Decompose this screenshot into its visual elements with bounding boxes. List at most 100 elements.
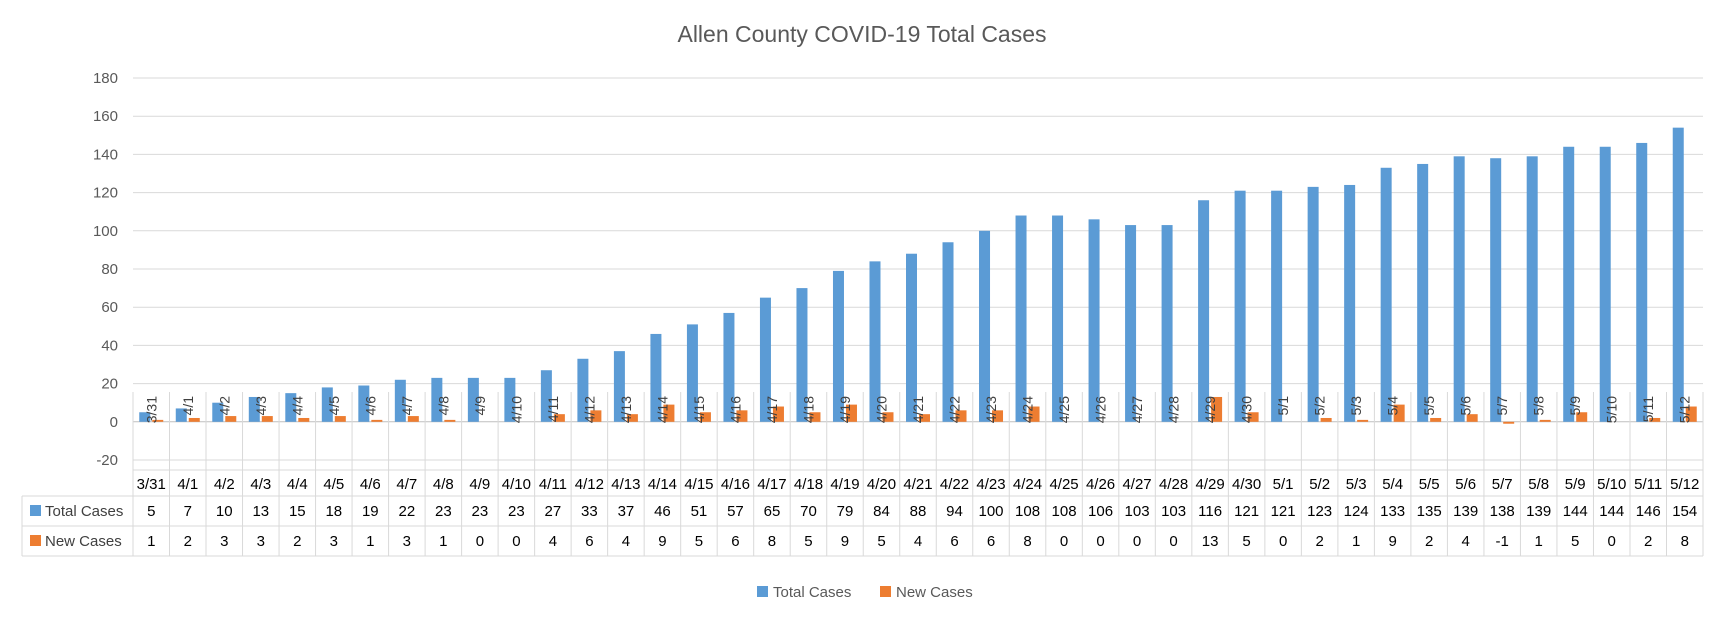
table-header-cell: 4/11 bbox=[539, 476, 567, 493]
table-legend-key bbox=[30, 535, 41, 546]
y-tick-label: 100 bbox=[93, 223, 118, 240]
table-value-cell: 33 bbox=[581, 503, 598, 520]
legend-label: New Cases bbox=[896, 584, 973, 601]
data-table: 3/31 4/1 4/2 4/3 4/4 4/5 4/6 4/7 4/8 4/9 4/10 4/11 4… bbox=[21, 469, 1704, 557]
x-tick-label: 4/7 bbox=[399, 396, 415, 416]
table-header-cell: 5/2 bbox=[1309, 476, 1330, 493]
table-header-cell: 4/28 bbox=[1159, 476, 1188, 493]
table-value-cell: 88 bbox=[910, 503, 927, 520]
table-value-cell: 6 bbox=[987, 533, 995, 550]
x-tick-label: 4/17 bbox=[764, 396, 780, 423]
total-cases-bar bbox=[1453, 156, 1465, 422]
table-value-cell: 5 bbox=[877, 533, 885, 550]
y-tick-label: 120 bbox=[93, 185, 118, 202]
table-value-cell: 8 bbox=[1681, 533, 1689, 550]
x-tick-label: 4/8 bbox=[435, 396, 451, 416]
table-header-cell: 5/10 bbox=[1597, 476, 1626, 493]
table-value-cell: 135 bbox=[1417, 503, 1442, 520]
x-tick-label: 4/24 bbox=[1020, 396, 1036, 423]
table-value-cell: 139 bbox=[1453, 503, 1478, 520]
table-header-cell: 4/7 bbox=[396, 476, 417, 493]
table-value-cell: 144 bbox=[1563, 503, 1588, 520]
table-value-cell: 106 bbox=[1088, 503, 1113, 520]
table-value-cell: 6 bbox=[950, 533, 958, 550]
total-cases-bar bbox=[1088, 219, 1100, 422]
table-value-cell: 138 bbox=[1490, 503, 1515, 520]
table-header-cell: 5/6 bbox=[1455, 476, 1476, 493]
x-tick-label: 4/20 bbox=[873, 396, 889, 423]
table-header-cell: 4/2 bbox=[214, 476, 235, 493]
table-value-cell: 18 bbox=[325, 503, 342, 520]
table-header-cell: 4/27 bbox=[1122, 476, 1151, 493]
total-cases-bar bbox=[358, 385, 370, 422]
table-value-cell: 1 bbox=[1535, 533, 1543, 550]
x-tick-label: 5/10 bbox=[1604, 396, 1620, 423]
x-tick-label: 5/1 bbox=[1275, 396, 1291, 416]
bars bbox=[139, 127, 1697, 424]
x-tick-label: 4/30 bbox=[1239, 396, 1255, 423]
total-cases-bar bbox=[1198, 200, 1210, 422]
table-value-cell: 9 bbox=[1388, 533, 1396, 550]
table-value-cell: 4 bbox=[549, 533, 557, 550]
new-cases-bar bbox=[1503, 421, 1515, 424]
table-legend-key bbox=[30, 505, 41, 516]
table-value-cell: 8 bbox=[768, 533, 776, 550]
table-value-cell: 6 bbox=[731, 533, 739, 550]
x-tick-label: 4/5 bbox=[326, 396, 342, 416]
table-value-cell: 9 bbox=[658, 533, 666, 550]
table-header-cell: 4/8 bbox=[433, 476, 454, 493]
table-value-cell: 123 bbox=[1307, 503, 1332, 520]
total-cases-bar bbox=[248, 396, 260, 422]
y-tick-label: -20 bbox=[96, 452, 118, 469]
new-cases-bar bbox=[152, 419, 164, 422]
new-cases-bar bbox=[699, 412, 711, 422]
x-tick-label: 4/4 bbox=[289, 396, 305, 416]
y-tick-label: 80 bbox=[101, 261, 118, 278]
total-cases-bar bbox=[759, 297, 771, 422]
table-value-cell: 108 bbox=[1015, 503, 1040, 520]
new-cases-bar bbox=[992, 410, 1004, 422]
new-cases-bar bbox=[407, 416, 419, 422]
table-value-cell: 37 bbox=[618, 503, 635, 520]
y-tick-label: 60 bbox=[101, 299, 118, 316]
table-header-cell: 4/5 bbox=[323, 476, 344, 493]
new-cases-bar bbox=[444, 419, 456, 422]
table-header-cell: 4/15 bbox=[684, 476, 713, 493]
x-tick-label: 5/6 bbox=[1458, 396, 1474, 416]
new-cases-bar bbox=[626, 414, 638, 422]
x-tick-label: 5/7 bbox=[1494, 396, 1510, 416]
new-cases-bar bbox=[371, 419, 383, 422]
table-value-cell: 146 bbox=[1636, 503, 1661, 520]
new-cases-bar bbox=[1576, 412, 1588, 422]
table-header-cell: 4/14 bbox=[648, 476, 677, 493]
total-cases-bar bbox=[577, 358, 589, 422]
table-value-cell: 79 bbox=[837, 503, 854, 520]
total-cases-bar bbox=[1636, 142, 1648, 422]
table-header-cell: 4/18 bbox=[794, 476, 823, 493]
new-cases-bar bbox=[1430, 417, 1442, 422]
new-cases-bar bbox=[882, 412, 894, 422]
table-header-cell: 4/23 bbox=[976, 476, 1005, 493]
x-tick-label: 4/2 bbox=[216, 396, 232, 416]
table-value-cell: 94 bbox=[946, 503, 963, 520]
table-header-cell: 4/26 bbox=[1086, 476, 1115, 493]
x-tick-label: 5/4 bbox=[1385, 396, 1401, 416]
table-header-cell: 4/29 bbox=[1195, 476, 1224, 493]
x-tick-label: 5/11 bbox=[1640, 396, 1656, 422]
table-value-cell: 13 bbox=[1202, 533, 1219, 550]
table-header-cell: 4/20 bbox=[867, 476, 896, 493]
table-value-cell: 2 bbox=[1644, 533, 1652, 550]
x-tick-label: 4/23 bbox=[983, 396, 999, 423]
table-value-cell: 5 bbox=[804, 533, 812, 550]
x-tick-label: 4/21 bbox=[910, 396, 926, 423]
x-tick-label: 4/9 bbox=[472, 396, 488, 416]
table-value-cell: 0 bbox=[1133, 533, 1141, 550]
table-value-cell: 103 bbox=[1125, 503, 1150, 520]
table-header-cell: 5/11 bbox=[1634, 476, 1662, 493]
total-cases-bar bbox=[540, 370, 552, 422]
table-value-cell: 121 bbox=[1271, 503, 1296, 520]
total-cases-bar bbox=[467, 377, 479, 422]
new-cases-bar bbox=[1466, 414, 1478, 422]
table-value-cell: 51 bbox=[691, 503, 708, 520]
legend: Total Cases New Cases bbox=[757, 584, 973, 601]
